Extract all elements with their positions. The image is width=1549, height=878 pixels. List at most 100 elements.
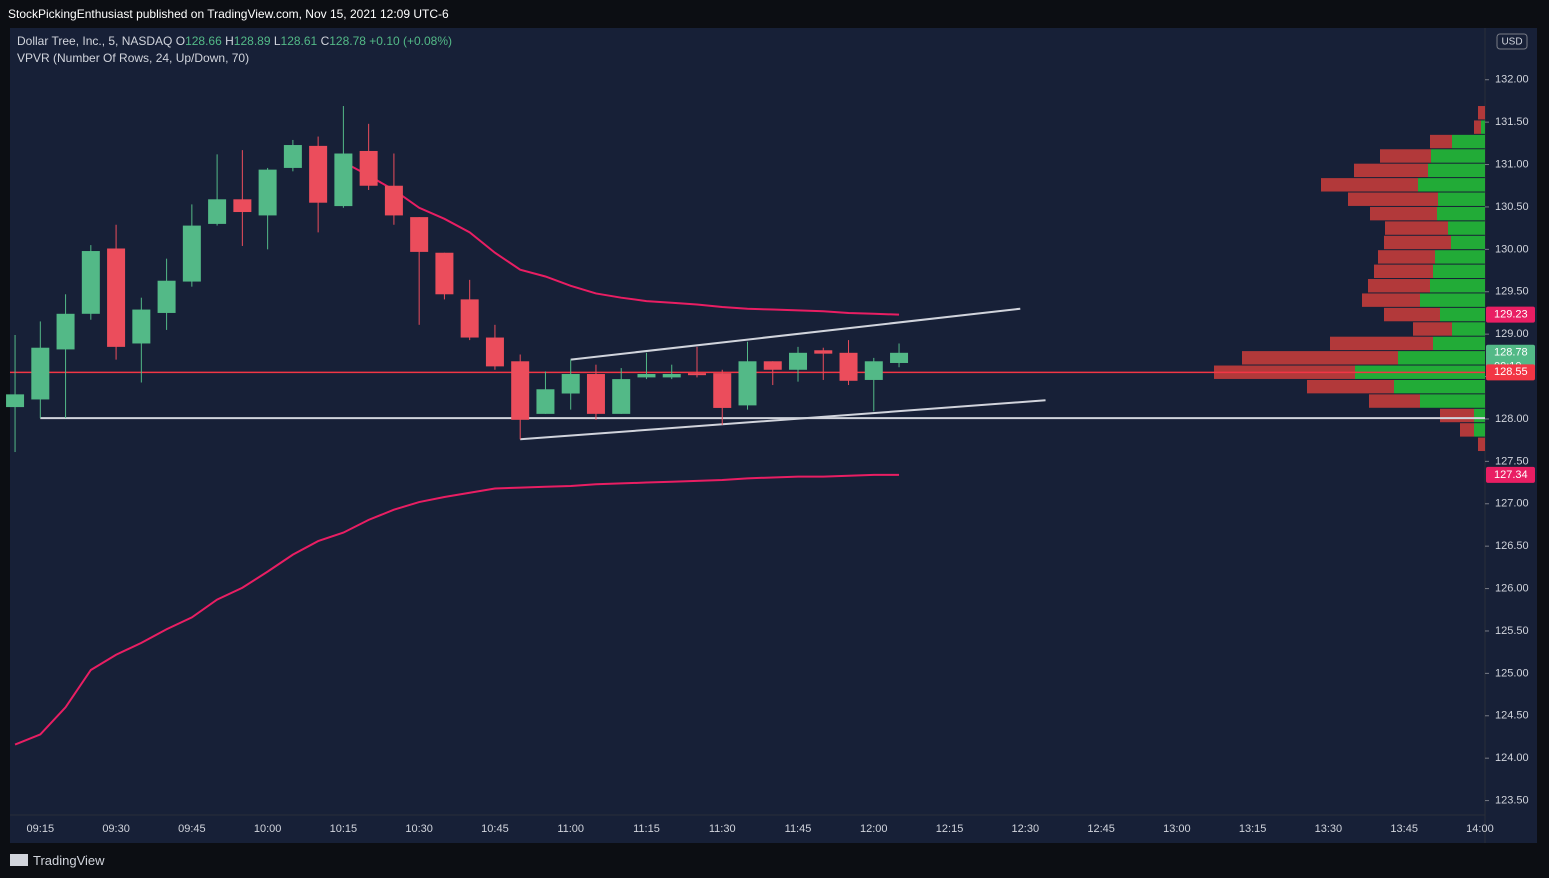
x-tick-label: 09:30 bbox=[102, 823, 130, 835]
currency-box bbox=[1496, 33, 1528, 50]
vp-up bbox=[1474, 408, 1485, 423]
price-label: 128.55 bbox=[1494, 366, 1528, 378]
y-tick-label: 129.50 bbox=[1495, 286, 1529, 298]
price-label-bg bbox=[1486, 364, 1535, 381]
x-tick-label: 11:00 bbox=[557, 823, 584, 835]
y-tick-label: 130.00 bbox=[1495, 243, 1529, 255]
vp-down bbox=[1478, 437, 1485, 452]
change: +0.10 (+0.08%) bbox=[369, 34, 453, 48]
candle-body bbox=[814, 350, 833, 354]
x-tick-label: 13:15 bbox=[1239, 823, 1267, 835]
x-tick-label: 13:30 bbox=[1315, 823, 1343, 835]
vp-up bbox=[1431, 149, 1485, 163]
vp-down bbox=[1385, 221, 1448, 235]
vp-down bbox=[1370, 206, 1437, 221]
chart: 123.50 124.00 124.50 125.00 125.50 126.00 126.… bbox=[6, 28, 1537, 843]
y-tick-label: 132.00 bbox=[1495, 74, 1529, 86]
vp-up bbox=[1398, 351, 1485, 365]
x-tick-label: 11:30 bbox=[709, 823, 736, 835]
vp-down bbox=[1384, 307, 1440, 322]
currency: USD bbox=[1501, 37, 1522, 48]
vp-up bbox=[1435, 250, 1485, 264]
vp-down bbox=[1378, 250, 1435, 264]
vp-down bbox=[1330, 336, 1433, 351]
price-label: 127.34 bbox=[1494, 469, 1528, 481]
vp-down bbox=[1474, 120, 1481, 134]
vp-down bbox=[1362, 293, 1420, 307]
vp-up bbox=[1440, 307, 1485, 322]
candle-body bbox=[208, 199, 227, 224]
vp-up bbox=[1433, 336, 1485, 351]
ohlc-value: 128.61 bbox=[280, 34, 318, 48]
ohlc-value: 128.89 bbox=[233, 34, 271, 48]
y-tick-label: 131.50 bbox=[1495, 116, 1529, 128]
vp-up bbox=[1481, 120, 1485, 134]
candle-body bbox=[309, 145, 328, 203]
vp-up bbox=[1428, 163, 1485, 178]
vp-down bbox=[1307, 379, 1394, 394]
candle-body bbox=[359, 150, 378, 186]
y-tick-label: 125.00 bbox=[1495, 667, 1529, 679]
x-tick-label: 10:15 bbox=[330, 823, 358, 835]
vp-down bbox=[1478, 106, 1485, 120]
candle-body bbox=[157, 280, 176, 313]
legend: Dollar Tree, Inc., 5, NASDAQ O128.66 H12… bbox=[17, 33, 452, 67]
y-tick-label: 127.50 bbox=[1495, 455, 1529, 467]
x-tick-label: 12:00 bbox=[860, 823, 888, 835]
vp-down bbox=[1348, 192, 1438, 206]
ohlc-label: C bbox=[320, 34, 330, 48]
trend-line bbox=[570, 307, 1021, 361]
candle-body bbox=[435, 252, 454, 295]
vp-up bbox=[1451, 235, 1485, 250]
vp-down bbox=[1460, 423, 1474, 437]
vp-down bbox=[1380, 149, 1431, 163]
x-tick-label: 09:15 bbox=[27, 823, 55, 835]
vp-up bbox=[1452, 322, 1485, 336]
candle-body bbox=[283, 145, 302, 168]
vp-up bbox=[1418, 178, 1485, 192]
vp-down bbox=[1374, 264, 1433, 279]
price-label-bg bbox=[1486, 306, 1535, 323]
vp-down bbox=[1321, 178, 1418, 192]
vp-down bbox=[1384, 235, 1451, 250]
vp-up bbox=[1438, 192, 1485, 206]
candle-body bbox=[56, 313, 75, 350]
trend-line bbox=[520, 399, 1046, 441]
candle-body bbox=[561, 374, 580, 394]
vp-up bbox=[1433, 264, 1485, 279]
indicator: VPVR (Number Of Rows, 24, Up/Down, 70) bbox=[17, 51, 250, 65]
y-tick-label: 127.00 bbox=[1495, 498, 1529, 510]
y-tick-label: 129.00 bbox=[1495, 328, 1529, 340]
logo bbox=[10, 854, 28, 866]
y-tick-label: 124.00 bbox=[1495, 752, 1529, 764]
band-line bbox=[14, 473, 900, 746]
vp-down bbox=[1368, 279, 1430, 293]
candle-body bbox=[612, 379, 631, 414]
candle-body bbox=[233, 199, 252, 213]
y-tick-label: 126.50 bbox=[1495, 540, 1529, 552]
candle-body bbox=[31, 347, 50, 400]
vp-up bbox=[1430, 279, 1485, 293]
candle-body bbox=[738, 361, 757, 406]
vp-down bbox=[1413, 322, 1452, 336]
candle-body bbox=[687, 373, 706, 376]
candle-body bbox=[789, 352, 808, 370]
y-tick-label: 123.50 bbox=[1495, 794, 1529, 806]
y-tick-label: 124.50 bbox=[1495, 710, 1529, 722]
vp-up bbox=[1420, 293, 1485, 307]
y-tick-label: 125.50 bbox=[1495, 625, 1529, 637]
price-label: 129.23 bbox=[1494, 309, 1528, 321]
ohlc-label: O bbox=[175, 34, 186, 48]
candle-body bbox=[890, 352, 909, 363]
price-label: 128.78 bbox=[1494, 347, 1528, 359]
candle-body bbox=[6, 394, 25, 408]
candle-body bbox=[107, 248, 126, 347]
candle-body bbox=[384, 185, 403, 216]
vp-up bbox=[1420, 394, 1485, 408]
price-label-bg bbox=[1486, 466, 1535, 483]
time-axis-bg bbox=[10, 815, 1537, 843]
vp-up bbox=[1474, 423, 1485, 437]
candle-body bbox=[713, 373, 732, 408]
y-tick-label: 131.00 bbox=[1495, 158, 1529, 170]
y-tick-label: 130.50 bbox=[1495, 201, 1529, 213]
